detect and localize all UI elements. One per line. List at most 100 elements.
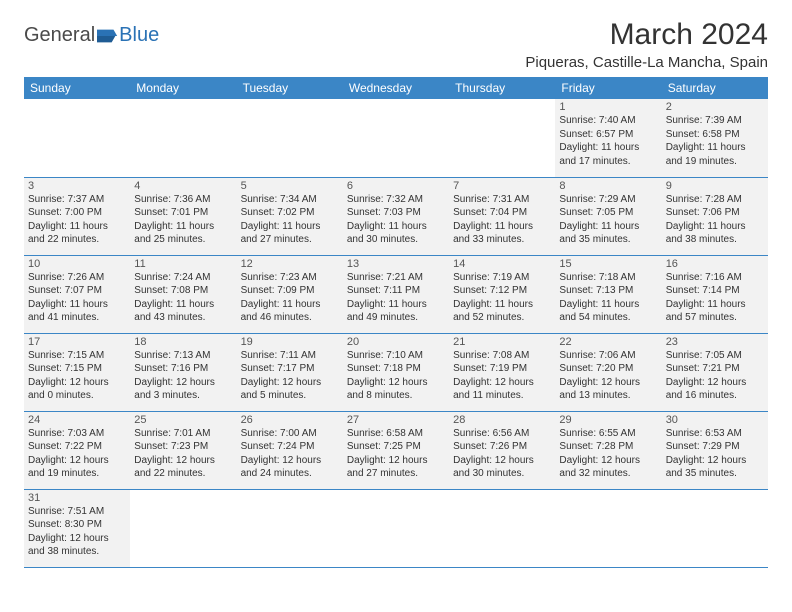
day-number: 15 <box>559 258 657 270</box>
calendar-cell: 28Sunrise: 6:56 AMSunset: 7:26 PMDayligh… <box>449 411 555 489</box>
day-number: 24 <box>28 414 126 426</box>
calendar-cell: 18Sunrise: 7:13 AMSunset: 7:16 PMDayligh… <box>130 333 236 411</box>
sunrise-line: Sunrise: 7:40 AM <box>559 114 657 128</box>
calendar-cell: 10Sunrise: 7:26 AMSunset: 7:07 PMDayligh… <box>24 255 130 333</box>
title-block: March 2024 Piqueras, Castille-La Mancha,… <box>525 18 768 71</box>
day-info: Sunrise: 7:24 AMSunset: 7:08 PMDaylight:… <box>134 271 232 325</box>
calendar-cell: 15Sunrise: 7:18 AMSunset: 7:13 PMDayligh… <box>555 255 661 333</box>
sunset-line: Sunset: 7:25 PM <box>347 440 445 454</box>
day-info: Sunrise: 6:56 AMSunset: 7:26 PMDaylight:… <box>453 427 551 481</box>
day-number: 19 <box>241 336 339 348</box>
day-info: Sunrise: 7:31 AMSunset: 7:04 PMDaylight:… <box>453 193 551 247</box>
col-monday: Monday <box>130 77 236 99</box>
calendar-cell: 16Sunrise: 7:16 AMSunset: 7:14 PMDayligh… <box>662 255 768 333</box>
daylight-line: Daylight: 12 hours and 8 minutes. <box>347 376 445 403</box>
calendar-cell <box>130 489 236 567</box>
day-info: Sunrise: 7:39 AMSunset: 6:58 PMDaylight:… <box>666 114 764 168</box>
day-info: Sunrise: 7:26 AMSunset: 7:07 PMDaylight:… <box>28 271 126 325</box>
calendar-cell: 30Sunrise: 6:53 AMSunset: 7:29 PMDayligh… <box>662 411 768 489</box>
day-number: 7 <box>453 180 551 192</box>
day-number: 31 <box>28 492 126 504</box>
sunset-line: Sunset: 7:02 PM <box>241 206 339 220</box>
day-info: Sunrise: 7:32 AMSunset: 7:03 PMDaylight:… <box>347 193 445 247</box>
sunrise-line: Sunrise: 7:26 AM <box>28 271 126 285</box>
sunset-line: Sunset: 8:30 PM <box>28 518 126 532</box>
day-info: Sunrise: 7:08 AMSunset: 7:19 PMDaylight:… <box>453 349 551 403</box>
col-sunday: Sunday <box>24 77 130 99</box>
sunset-line: Sunset: 7:17 PM <box>241 362 339 376</box>
flag-icon <box>97 27 119 45</box>
sunrise-line: Sunrise: 7:36 AM <box>134 193 232 207</box>
daylight-line: Daylight: 12 hours and 11 minutes. <box>453 376 551 403</box>
calendar-cell: 2Sunrise: 7:39 AMSunset: 6:58 PMDaylight… <box>662 99 768 177</box>
col-friday: Friday <box>555 77 661 99</box>
sunset-line: Sunset: 7:18 PM <box>347 362 445 376</box>
daylight-line: Daylight: 11 hours and 30 minutes. <box>347 220 445 247</box>
location: Piqueras, Castille-La Mancha, Spain <box>525 54 768 71</box>
day-number: 9 <box>666 180 764 192</box>
calendar-table: Sunday Monday Tuesday Wednesday Thursday… <box>24 77 768 568</box>
day-number: 25 <box>134 414 232 426</box>
sunset-line: Sunset: 7:05 PM <box>559 206 657 220</box>
day-info: Sunrise: 6:53 AMSunset: 7:29 PMDaylight:… <box>666 427 764 481</box>
day-info: Sunrise: 7:06 AMSunset: 7:20 PMDaylight:… <box>559 349 657 403</box>
calendar-row: 3Sunrise: 7:37 AMSunset: 7:00 PMDaylight… <box>24 177 768 255</box>
daylight-line: Daylight: 11 hours and 19 minutes. <box>666 141 764 168</box>
calendar-cell <box>237 489 343 567</box>
sunrise-line: Sunrise: 7:16 AM <box>666 271 764 285</box>
sunrise-line: Sunrise: 7:51 AM <box>28 505 126 519</box>
day-number: 30 <box>666 414 764 426</box>
sunset-line: Sunset: 7:29 PM <box>666 440 764 454</box>
logo-text-b: Blue <box>119 24 159 47</box>
calendar-cell: 7Sunrise: 7:31 AMSunset: 7:04 PMDaylight… <box>449 177 555 255</box>
col-thursday: Thursday <box>449 77 555 99</box>
sunset-line: Sunset: 7:06 PM <box>666 206 764 220</box>
calendar-row: 1Sunrise: 7:40 AMSunset: 6:57 PMDaylight… <box>24 99 768 177</box>
daylight-line: Daylight: 11 hours and 49 minutes. <box>347 298 445 325</box>
daylight-line: Daylight: 11 hours and 54 minutes. <box>559 298 657 325</box>
daylight-line: Daylight: 11 hours and 52 minutes. <box>453 298 551 325</box>
daylight-line: Daylight: 12 hours and 16 minutes. <box>666 376 764 403</box>
daylight-line: Daylight: 11 hours and 17 minutes. <box>559 141 657 168</box>
day-info: Sunrise: 7:40 AMSunset: 6:57 PMDaylight:… <box>559 114 657 168</box>
day-info: Sunrise: 7:37 AMSunset: 7:00 PMDaylight:… <box>28 193 126 247</box>
sunset-line: Sunset: 7:07 PM <box>28 284 126 298</box>
calendar-cell: 11Sunrise: 7:24 AMSunset: 7:08 PMDayligh… <box>130 255 236 333</box>
day-info: Sunrise: 7:16 AMSunset: 7:14 PMDaylight:… <box>666 271 764 325</box>
day-number: 28 <box>453 414 551 426</box>
calendar-cell: 25Sunrise: 7:01 AMSunset: 7:23 PMDayligh… <box>130 411 236 489</box>
day-info: Sunrise: 7:18 AMSunset: 7:13 PMDaylight:… <box>559 271 657 325</box>
logo-text-a: General <box>24 24 95 47</box>
col-wednesday: Wednesday <box>343 77 449 99</box>
calendar-cell: 22Sunrise: 7:06 AMSunset: 7:20 PMDayligh… <box>555 333 661 411</box>
sunrise-line: Sunrise: 7:19 AM <box>453 271 551 285</box>
daylight-line: Daylight: 12 hours and 27 minutes. <box>347 454 445 481</box>
sunset-line: Sunset: 7:09 PM <box>241 284 339 298</box>
month-title: March 2024 <box>525 18 768 52</box>
day-number: 29 <box>559 414 657 426</box>
calendar-cell: 6Sunrise: 7:32 AMSunset: 7:03 PMDaylight… <box>343 177 449 255</box>
calendar-cell: 5Sunrise: 7:34 AMSunset: 7:02 PMDaylight… <box>237 177 343 255</box>
sunrise-line: Sunrise: 7:28 AM <box>666 193 764 207</box>
calendar-cell <box>449 99 555 177</box>
sunset-line: Sunset: 7:14 PM <box>666 284 764 298</box>
daylight-line: Daylight: 11 hours and 46 minutes. <box>241 298 339 325</box>
calendar-cell <box>130 99 236 177</box>
daylight-line: Daylight: 12 hours and 35 minutes. <box>666 454 764 481</box>
calendar-body: 1Sunrise: 7:40 AMSunset: 6:57 PMDaylight… <box>24 99 768 567</box>
sunset-line: Sunset: 6:57 PM <box>559 128 657 142</box>
day-info: Sunrise: 7:10 AMSunset: 7:18 PMDaylight:… <box>347 349 445 403</box>
sunrise-line: Sunrise: 7:37 AM <box>28 193 126 207</box>
sunrise-line: Sunrise: 7:39 AM <box>666 114 764 128</box>
daylight-line: Daylight: 12 hours and 5 minutes. <box>241 376 339 403</box>
calendar-cell: 20Sunrise: 7:10 AMSunset: 7:18 PMDayligh… <box>343 333 449 411</box>
day-number: 5 <box>241 180 339 192</box>
day-info: Sunrise: 7:29 AMSunset: 7:05 PMDaylight:… <box>559 193 657 247</box>
calendar-cell: 21Sunrise: 7:08 AMSunset: 7:19 PMDayligh… <box>449 333 555 411</box>
daylight-line: Daylight: 12 hours and 3 minutes. <box>134 376 232 403</box>
day-info: Sunrise: 7:01 AMSunset: 7:23 PMDaylight:… <box>134 427 232 481</box>
calendar-row: 10Sunrise: 7:26 AMSunset: 7:07 PMDayligh… <box>24 255 768 333</box>
calendar-cell: 17Sunrise: 7:15 AMSunset: 7:15 PMDayligh… <box>24 333 130 411</box>
day-number: 10 <box>28 258 126 270</box>
calendar-cell: 4Sunrise: 7:36 AMSunset: 7:01 PMDaylight… <box>130 177 236 255</box>
